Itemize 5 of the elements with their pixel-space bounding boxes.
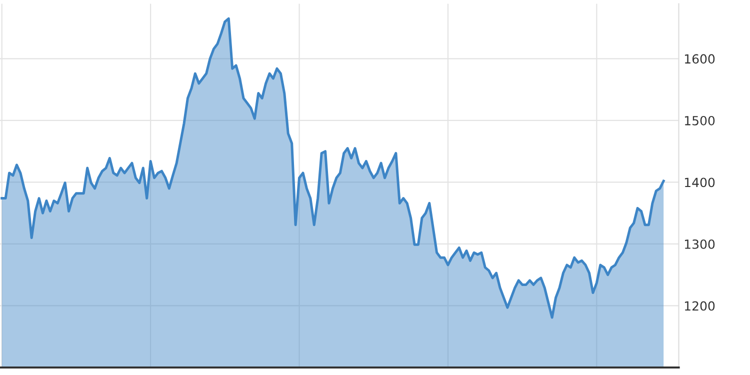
- y-tick-label: 1500: [684, 116, 715, 126]
- y-tick-label: 1400: [684, 178, 715, 188]
- y-tick-label: 1600: [684, 54, 715, 64]
- y-tick-label: 1300: [684, 239, 715, 249]
- y-tick-label: 1200: [684, 301, 715, 311]
